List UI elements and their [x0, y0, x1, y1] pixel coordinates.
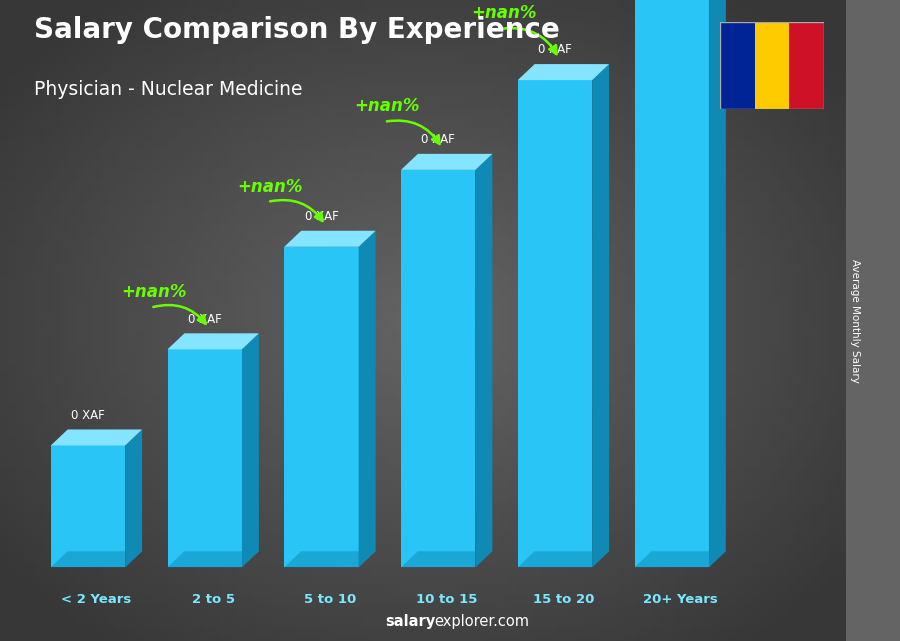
Polygon shape — [50, 429, 142, 445]
Polygon shape — [634, 0, 709, 567]
Polygon shape — [50, 445, 125, 567]
Polygon shape — [284, 551, 375, 567]
Bar — [720, 22, 754, 109]
Text: Average Monthly Salary: Average Monthly Salary — [850, 258, 860, 383]
Polygon shape — [475, 154, 492, 567]
Polygon shape — [167, 349, 242, 567]
Text: 0 XAF: 0 XAF — [538, 44, 572, 56]
Polygon shape — [401, 170, 475, 567]
Polygon shape — [359, 231, 375, 567]
Text: +nan%: +nan% — [472, 4, 536, 22]
Text: +nan%: +nan% — [121, 283, 186, 301]
Polygon shape — [125, 429, 142, 567]
Text: 0 XAF: 0 XAF — [421, 133, 455, 146]
Polygon shape — [284, 247, 359, 567]
Text: 0 XAF: 0 XAF — [304, 210, 338, 223]
Polygon shape — [709, 0, 726, 567]
Text: +nan%: +nan% — [355, 97, 420, 115]
Polygon shape — [401, 551, 492, 567]
Polygon shape — [518, 551, 609, 567]
Text: Salary Comparison By Experience: Salary Comparison By Experience — [34, 16, 560, 44]
Polygon shape — [167, 333, 259, 349]
Text: 20+ Years: 20+ Years — [643, 593, 717, 606]
Text: 2 to 5: 2 to 5 — [192, 593, 235, 606]
Polygon shape — [50, 551, 142, 567]
Polygon shape — [242, 333, 259, 567]
Text: 15 to 20: 15 to 20 — [533, 593, 594, 606]
Text: < 2 Years: < 2 Years — [61, 593, 131, 606]
Polygon shape — [518, 64, 609, 80]
Polygon shape — [167, 551, 259, 567]
Text: salary: salary — [385, 615, 436, 629]
Text: 0 XAF: 0 XAF — [71, 409, 105, 422]
Text: 0 XAF: 0 XAF — [188, 313, 221, 326]
Polygon shape — [401, 154, 492, 170]
Polygon shape — [592, 64, 609, 567]
Bar — [789, 22, 824, 109]
Text: 10 to 15: 10 to 15 — [416, 593, 477, 606]
Text: 5 to 10: 5 to 10 — [304, 593, 356, 606]
Text: +nan%: +nan% — [238, 178, 303, 196]
Polygon shape — [284, 231, 375, 247]
Polygon shape — [634, 551, 726, 567]
Text: Physician - Nuclear Medicine: Physician - Nuclear Medicine — [34, 80, 302, 99]
Polygon shape — [518, 80, 592, 567]
Text: explorer.com: explorer.com — [434, 615, 529, 629]
Bar — [754, 22, 789, 109]
